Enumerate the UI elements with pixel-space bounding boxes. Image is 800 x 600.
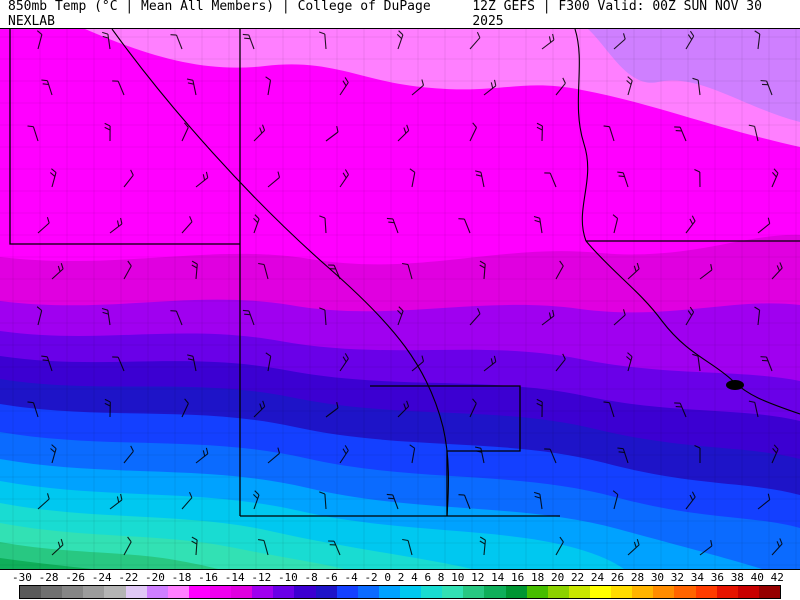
colorbar-segment	[104, 586, 126, 598]
titlebar: 850mb Temp (°C | Mean All Members) | Col…	[0, 0, 800, 29]
colorbar-segment	[463, 586, 485, 598]
colorbar-tick: 22	[570, 571, 585, 584]
colorbar-segment	[484, 586, 506, 598]
colorbar-segment	[378, 586, 400, 598]
colorbar-tick: 36	[710, 571, 724, 584]
product-title: 850mb Temp (°C | Mean All Members) | Col…	[8, 0, 431, 29]
colorbar-segment	[547, 586, 569, 598]
colorbar-tick: 14	[491, 571, 505, 584]
colorbar-segment	[315, 586, 337, 598]
model-valid-time: 12Z GEFS | F300 Valid: 00Z SUN NOV 30 20…	[472, 0, 762, 29]
colorbar-segment	[167, 586, 189, 598]
weather-map	[0, 28, 800, 570]
colorbar-tick: -22	[118, 571, 139, 584]
river	[111, 29, 450, 517]
temp-band	[0, 542, 218, 569]
colorbar-segment	[336, 586, 358, 598]
colorbar-segment	[758, 586, 780, 598]
colorbar: -30 -28 -26 -24 -22 -20 -18 -16 -14 -12 -10 -8 -6 -4-…	[0, 570, 800, 600]
colorbar-tick: -10	[277, 571, 298, 584]
colorbar-tick: -16	[198, 571, 219, 584]
colorbar-tick: 38	[730, 571, 744, 584]
colorbar-tick: 30	[650, 571, 665, 584]
colorbar-tick: -18	[171, 571, 192, 584]
colorbar-tick: 4	[411, 571, 418, 584]
colorbar-segment	[653, 586, 675, 598]
colorbar-tick: 34	[690, 571, 704, 584]
colorbar-segment	[505, 586, 527, 598]
colorbar-tick: -6	[324, 571, 338, 584]
map-svg	[0, 29, 800, 569]
colorbar-tick: 2	[397, 571, 405, 584]
river	[585, 240, 800, 415]
colorbar-segment	[294, 586, 316, 598]
colorbar-segment	[357, 586, 379, 598]
colorbar-segment	[421, 586, 443, 598]
colorbar-tick: 16	[511, 571, 525, 584]
lake	[726, 380, 744, 390]
colorbar-tick: 12	[471, 571, 485, 584]
colorbar-tick: 6	[424, 571, 432, 584]
colorbar-tick: 24	[590, 571, 605, 584]
river	[574, 29, 589, 242]
colorbar-segment	[209, 586, 232, 598]
temp-band	[588, 29, 800, 122]
colorbar-segment	[252, 586, 274, 598]
colorbar-segment	[83, 586, 105, 598]
colorbar-segment	[231, 586, 253, 598]
colorbar-tick: 28	[630, 571, 645, 584]
colorbar-segment	[146, 586, 168, 598]
colorbar-segment	[674, 586, 696, 598]
temp-bands-layer	[0, 29, 800, 569]
colorbar-tick: 32	[670, 571, 685, 584]
colorbar-segment	[273, 586, 295, 598]
colorbar-segment	[442, 586, 464, 598]
colorbar-tick: -2	[364, 571, 378, 584]
colorbar-tick: 10	[451, 571, 465, 584]
colorbar-segment	[589, 586, 612, 598]
colorbar-segment	[399, 586, 422, 598]
colorbar-segment	[611, 586, 633, 598]
colorbar-segment	[526, 586, 548, 598]
colorbar-tick: -12	[251, 571, 272, 584]
colorbar-segment	[41, 586, 63, 598]
colorbar-tick: -4	[344, 571, 358, 584]
colorbar-bar	[19, 585, 781, 599]
state-borders-layer	[9, 29, 800, 517]
colorbar-tick: 8	[437, 571, 445, 584]
colorbar-segment	[188, 586, 210, 598]
colorbar-tick: -28	[38, 571, 59, 584]
colorbar-segment	[695, 586, 717, 598]
colorbar-ticks: -30 -28 -26 -24 -22 -20 -18 -16 -14 -12 -10 -8 -6 -4-…	[0, 570, 800, 584]
colorbar-segment	[632, 586, 654, 598]
colorbar-tick: 20	[550, 571, 565, 584]
colorbar-segment	[62, 586, 84, 598]
colorbar-segment	[737, 586, 759, 598]
colorbar-tick: 18	[531, 571, 545, 584]
colorbar-tick: -26	[65, 571, 86, 584]
colorbar-segment	[20, 586, 42, 598]
colorbar-tick: -14	[224, 571, 245, 584]
colorbar-segment	[716, 586, 738, 598]
temp-band	[0, 558, 92, 569]
colorbar-tick: 26	[610, 571, 625, 584]
colorbar-tick: -20	[144, 571, 165, 584]
colorbar-tick: 42	[770, 571, 784, 584]
state-border	[370, 385, 521, 516]
colorbar-tick: -8	[304, 571, 318, 584]
colorbar-tick: 40	[750, 571, 764, 584]
colorbar-tick: 0	[384, 571, 392, 584]
colorbar-tick: -30	[12, 571, 32, 584]
colorbar-tick: -24	[91, 571, 112, 584]
colorbar-segment	[568, 586, 590, 598]
state-border	[9, 29, 240, 245]
county-grid-layer	[0, 29, 800, 569]
wind-barbs-layer	[27, 30, 783, 556]
colorbar-segment	[125, 586, 147, 598]
